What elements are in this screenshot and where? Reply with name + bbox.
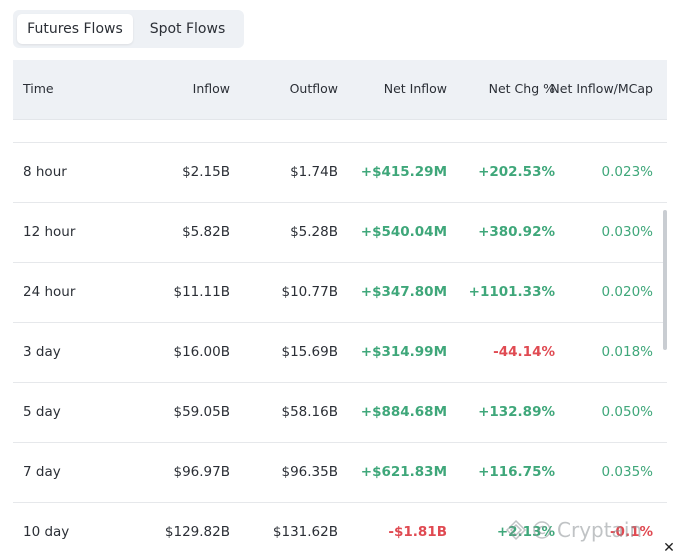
cell-time: 10 day	[23, 524, 70, 540]
cell-time: 8 hour	[23, 164, 67, 180]
cell-net-inflow: +$884.68M	[360, 404, 447, 420]
cell-time: 7 day	[23, 464, 61, 480]
cell-outflow: $131.62B	[272, 524, 338, 540]
table-row[interactable]: 8 hour $2.15B $1.74B +$415.29M +202.53% 0.023…	[13, 142, 667, 202]
column-header-inflow[interactable]: Inflow	[192, 81, 230, 96]
cell-net-inflow-mcap: 0.030%	[601, 224, 653, 240]
cell-net-chg: +2.13%	[496, 524, 555, 540]
cell-time: 3 day	[23, 344, 61, 360]
tab-futures-flows[interactable]: Futures Flows	[17, 14, 133, 44]
column-header-net-inflow[interactable]: Net Inflow	[383, 81, 447, 96]
cell-net-inflow-mcap: 0.023%	[601, 164, 653, 180]
cell-net-inflow: +$621.83M	[360, 464, 447, 480]
cell-net-chg: +202.53%	[478, 164, 555, 180]
cell-net-inflow-mcap: -0.1%	[609, 524, 653, 540]
cell-time: 5 day	[23, 404, 61, 420]
cell-inflow: $11.11B	[173, 284, 231, 300]
column-header-net-chg[interactable]: Net Chg %	[488, 81, 555, 96]
column-header-net-inflow-mcap[interactable]: Net Inflow/MCap	[550, 81, 653, 96]
table-row[interactable]: 12 hour $5.82B $5.28B +$540.04M +380.92% 0.03…	[13, 202, 667, 262]
cell-outflow: $58.16B	[281, 404, 339, 420]
cell-net-chg: +1101.33%	[468, 284, 555, 300]
flow-type-tabs: Futures Flows Spot Flows	[13, 10, 244, 48]
cell-net-inflow-mcap: 0.020%	[601, 284, 653, 300]
cell-net-chg: +116.75%	[478, 464, 555, 480]
column-header-outflow[interactable]: Outflow	[289, 81, 338, 96]
cell-net-inflow: +$347.80M	[360, 284, 447, 300]
cell-outflow: $1.74B	[290, 164, 338, 180]
table-row[interactable]: 10 day $129.82B $131.62B -$1.81B +2.13% -0.1%	[13, 502, 667, 555]
tab-spot-flows[interactable]: Spot Flows	[149, 21, 226, 37]
cell-net-inflow-mcap: 0.018%	[601, 344, 653, 360]
cell-net-inflow: +$415.29M	[360, 164, 447, 180]
cell-inflow: $16.00B	[173, 344, 231, 360]
close-icon[interactable]: ✕	[663, 540, 675, 555]
cell-inflow: $2.15B	[182, 164, 230, 180]
table-row[interactable]: 7 day $96.97B $96.35B +$621.83M +116.75% 0.03…	[13, 442, 667, 502]
cell-inflow: $5.82B	[182, 224, 230, 240]
cell-net-inflow: +$314.99M	[360, 344, 447, 360]
scrollbar-thumb[interactable]	[663, 210, 667, 350]
cell-outflow: $5.28B	[290, 224, 338, 240]
cell-outflow: $96.35B	[281, 464, 339, 480]
cell-outflow: $10.77B	[281, 284, 339, 300]
cell-net-chg: +132.89%	[478, 404, 555, 420]
cell-outflow: $15.69B	[281, 344, 339, 360]
cell-net-inflow: -$1.81B	[388, 524, 447, 540]
cell-net-inflow-mcap: 0.035%	[601, 464, 653, 480]
column-header-time[interactable]: Time	[23, 81, 54, 96]
table-row[interactable]: 5 day $59.05B $58.16B +$884.68M +132.89% 0.05…	[13, 382, 667, 442]
cell-inflow: $96.97B	[173, 464, 231, 480]
cell-net-inflow: +$540.04M	[360, 224, 447, 240]
cell-net-chg: +380.92%	[478, 224, 555, 240]
cell-net-inflow-mcap: 0.050%	[601, 404, 653, 420]
table-header: Time Inflow Outflow Net Inflow Net Chg %…	[13, 60, 667, 120]
table-row[interactable]: 24 hour $11.11B $10.77B +$347.80M +1101.33% 0…	[13, 262, 667, 322]
table-row[interactable]: 3 day $16.00B $15.69B +$314.99M -44.14% 0.018…	[13, 322, 667, 382]
cell-inflow: $129.82B	[164, 524, 230, 540]
cell-time: 12 hour	[23, 224, 76, 240]
cell-time: 24 hour	[23, 284, 76, 300]
cell-inflow: $59.05B	[173, 404, 231, 420]
cell-net-chg: -44.14%	[493, 344, 555, 360]
